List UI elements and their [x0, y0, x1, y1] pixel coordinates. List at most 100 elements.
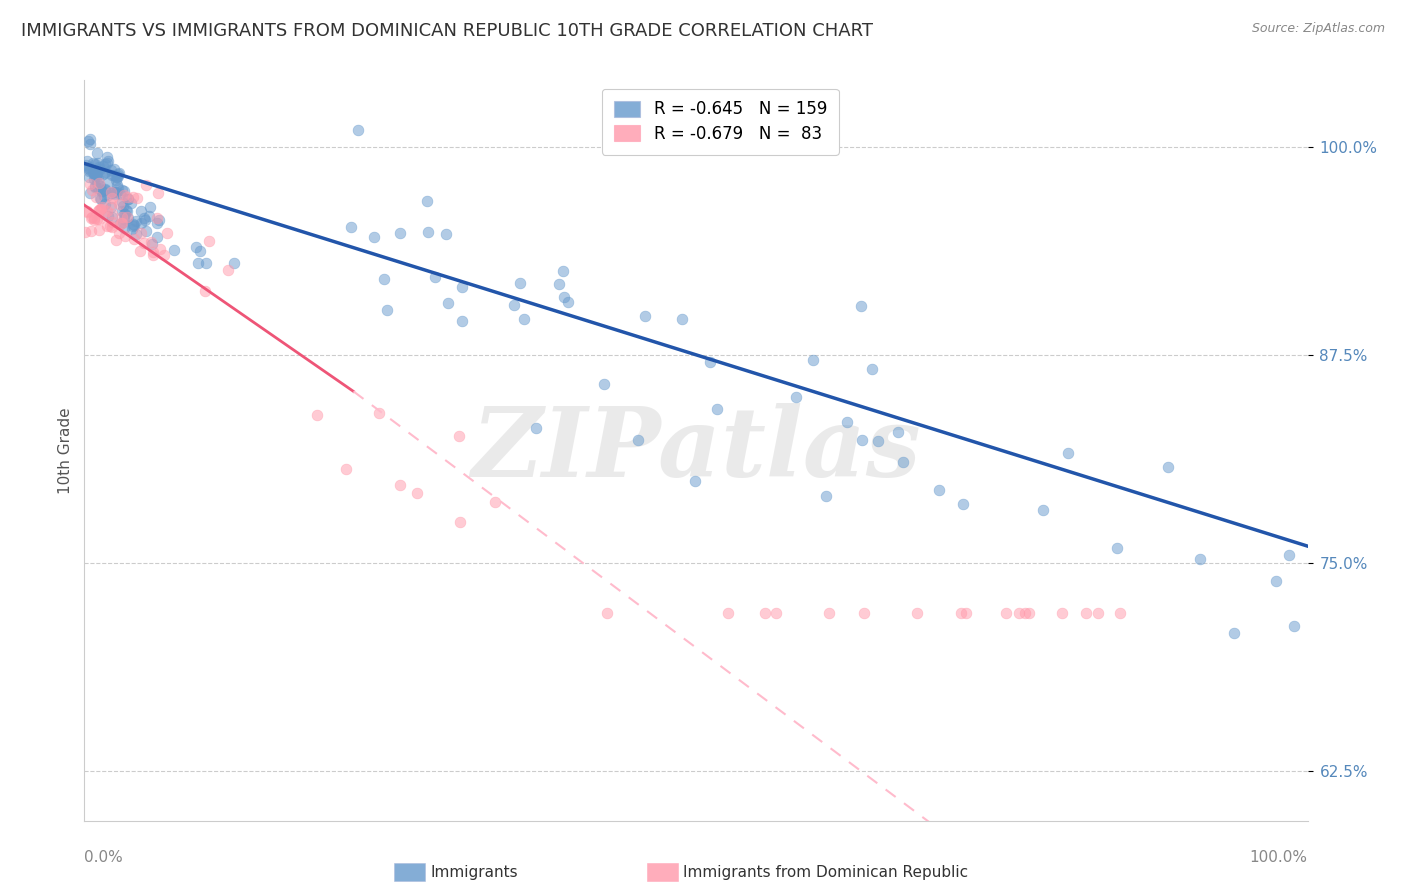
Point [86, 166, 108, 180]
Point [593, 377, 616, 392]
Point [423, 270, 446, 285]
Point [146, 186, 169, 201]
Point [717, 606, 740, 620]
Point [785, 390, 807, 404]
Point [156, 227, 179, 241]
Point [949, 606, 972, 620]
Point [107, 227, 129, 241]
Point [194, 284, 217, 298]
Point [122, 190, 145, 204]
Point [135, 224, 157, 238]
Point [125, 214, 148, 228]
Point [80, 183, 103, 197]
Point [108, 196, 131, 211]
Point [96, 219, 118, 234]
Text: 100.0%: 100.0% [1250, 850, 1308, 865]
Point [127, 191, 149, 205]
Y-axis label: 10th Grade: 10th Grade [58, 407, 73, 494]
Point [83, 211, 105, 226]
Point [79, 137, 101, 152]
Point [107, 169, 129, 184]
Point [87, 156, 110, 170]
Point [93, 206, 115, 220]
Point [114, 207, 136, 221]
Point [634, 309, 657, 323]
Point [94, 182, 117, 196]
Point [75, 158, 97, 172]
Point [80, 224, 103, 238]
Point [801, 352, 824, 367]
Point [104, 186, 127, 201]
Point [112, 207, 135, 221]
Text: ZIPatlas: ZIPatlas [471, 403, 921, 498]
Point [79, 162, 101, 177]
Point [122, 219, 145, 233]
Point [835, 415, 858, 429]
Point [509, 276, 531, 290]
Point [107, 167, 129, 181]
Point [683, 474, 706, 488]
Point [363, 230, 385, 244]
Point [84, 178, 107, 193]
Point [103, 185, 125, 199]
Point [80, 211, 103, 226]
Point [115, 210, 138, 224]
Point [103, 185, 125, 199]
Point [340, 220, 363, 235]
Point [851, 433, 873, 447]
Point [449, 428, 471, 442]
Point [1157, 459, 1180, 474]
Point [87, 181, 110, 195]
Point [121, 222, 143, 236]
Point [551, 264, 574, 278]
Point [451, 280, 474, 294]
Point [416, 194, 439, 208]
Point [222, 256, 245, 270]
Point [103, 161, 125, 176]
Point [86, 203, 108, 218]
Point [83, 172, 105, 186]
Point [449, 516, 471, 530]
Point [76, 203, 98, 218]
Point [187, 256, 209, 270]
Point [100, 219, 122, 234]
Point [82, 165, 104, 179]
Point [815, 489, 838, 503]
Point [129, 216, 152, 230]
Point [1057, 446, 1080, 460]
Point [671, 312, 693, 326]
Point [512, 311, 534, 326]
Point [117, 192, 139, 206]
Point [87, 176, 110, 190]
Point [89, 223, 111, 237]
Point [197, 235, 219, 249]
Point [84, 168, 107, 182]
Point [146, 229, 169, 244]
Point [83, 156, 105, 170]
Point [96, 203, 118, 218]
Point [94, 197, 117, 211]
Point [101, 210, 124, 224]
Point [1014, 606, 1036, 620]
Point [1052, 606, 1074, 620]
Point [1108, 606, 1130, 620]
Point [110, 187, 132, 202]
Point [112, 187, 135, 202]
Text: Immigrants: Immigrants [430, 865, 517, 880]
Point [100, 163, 122, 178]
Point [1189, 551, 1212, 566]
Legend: R = -0.645   N = 159, R = -0.679   N =  83: R = -0.645 N = 159, R = -0.679 N = 83 [602, 88, 839, 154]
Point [110, 217, 132, 231]
Point [706, 401, 728, 416]
Point [860, 362, 883, 376]
Point [928, 483, 950, 498]
Point [307, 408, 329, 422]
Point [347, 123, 370, 137]
Point [107, 181, 129, 195]
Point [153, 248, 176, 262]
Point [90, 192, 112, 206]
Point [101, 191, 124, 205]
Point [111, 199, 134, 213]
Point [86, 172, 108, 186]
Point [995, 606, 1018, 620]
